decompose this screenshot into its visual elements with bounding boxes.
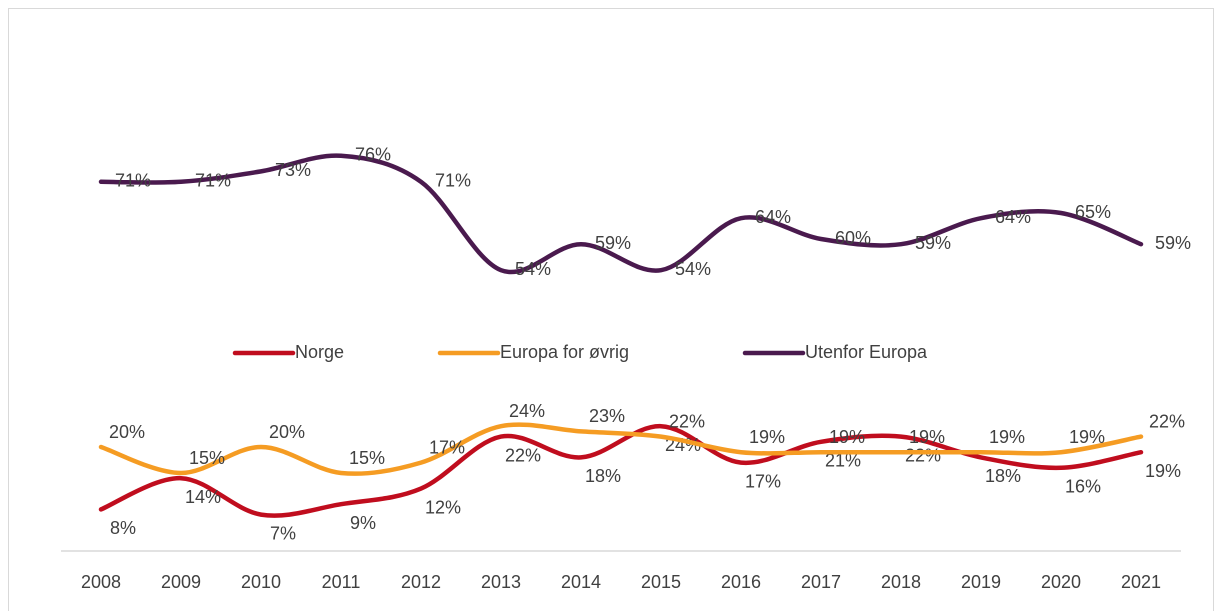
data-label: 19% — [1145, 461, 1181, 481]
x-tick-label: 2013 — [481, 572, 521, 592]
x-tick-label: 2020 — [1041, 572, 1081, 592]
data-label: 19% — [1069, 427, 1105, 447]
x-tick-label: 2010 — [241, 572, 281, 592]
legend-label: Utenfor Europa — [805, 342, 928, 362]
x-tick-label: 2021 — [1121, 572, 1161, 592]
data-label: 73% — [275, 160, 311, 180]
data-label: 18% — [585, 466, 621, 486]
data-label: 19% — [749, 427, 785, 447]
series-line — [98, 153, 1144, 275]
x-tick-label: 2016 — [721, 572, 761, 592]
data-label: 18% — [985, 466, 1021, 486]
data-label: 64% — [755, 207, 791, 227]
x-tick-label: 2018 — [881, 572, 921, 592]
data-label: 22% — [669, 411, 705, 431]
data-label: 54% — [515, 259, 551, 279]
data-label: 8% — [110, 518, 136, 538]
chart-frame — [8, 8, 1214, 611]
data-label: 76% — [355, 145, 391, 165]
data-label: 12% — [425, 497, 461, 517]
data-label: 71% — [435, 171, 471, 191]
data-label: 9% — [350, 513, 376, 533]
data-label: 71% — [115, 171, 151, 191]
data-label: 14% — [185, 487, 221, 507]
x-tick-label: 2017 — [801, 572, 841, 592]
data-label: 24% — [509, 401, 545, 421]
data-label: 19% — [909, 427, 945, 447]
data-label: 20% — [269, 422, 305, 442]
data-label: 22% — [905, 445, 941, 465]
data-label: 19% — [829, 427, 865, 447]
data-label: 71% — [195, 171, 231, 191]
data-label: 19% — [989, 427, 1025, 447]
series-line — [98, 423, 1144, 518]
data-label: 65% — [1075, 202, 1111, 222]
series-line — [98, 422, 1144, 476]
legend-label: Europa for øvrig — [500, 342, 629, 362]
x-tick-label: 2015 — [641, 572, 681, 592]
data-label: 16% — [1065, 477, 1101, 497]
data-label: 59% — [915, 233, 951, 253]
x-tick-label: 2008 — [81, 572, 121, 592]
data-label: 17% — [745, 471, 781, 491]
data-label: 20% — [109, 422, 145, 442]
x-tick-label: 2009 — [161, 572, 201, 592]
x-tick-label: 2014 — [561, 572, 601, 592]
x-tick-label: 2012 — [401, 572, 441, 592]
data-label: 23% — [589, 406, 625, 426]
data-label: 54% — [675, 259, 711, 279]
x-tick-label: 2011 — [322, 572, 361, 592]
legend-label: Norge — [295, 342, 344, 362]
x-tick-label: 2019 — [961, 572, 1001, 592]
data-label: 59% — [595, 233, 631, 253]
data-label: 22% — [1149, 411, 1185, 431]
data-label: 7% — [270, 523, 296, 543]
data-label: 21% — [825, 451, 861, 471]
data-label: 17% — [429, 437, 465, 457]
data-label: 64% — [995, 207, 1031, 227]
data-label: 15% — [349, 448, 385, 468]
data-label: 59% — [1155, 233, 1191, 253]
data-label: 22% — [505, 445, 541, 465]
data-label: 60% — [835, 228, 871, 248]
data-label: 15% — [189, 448, 225, 468]
